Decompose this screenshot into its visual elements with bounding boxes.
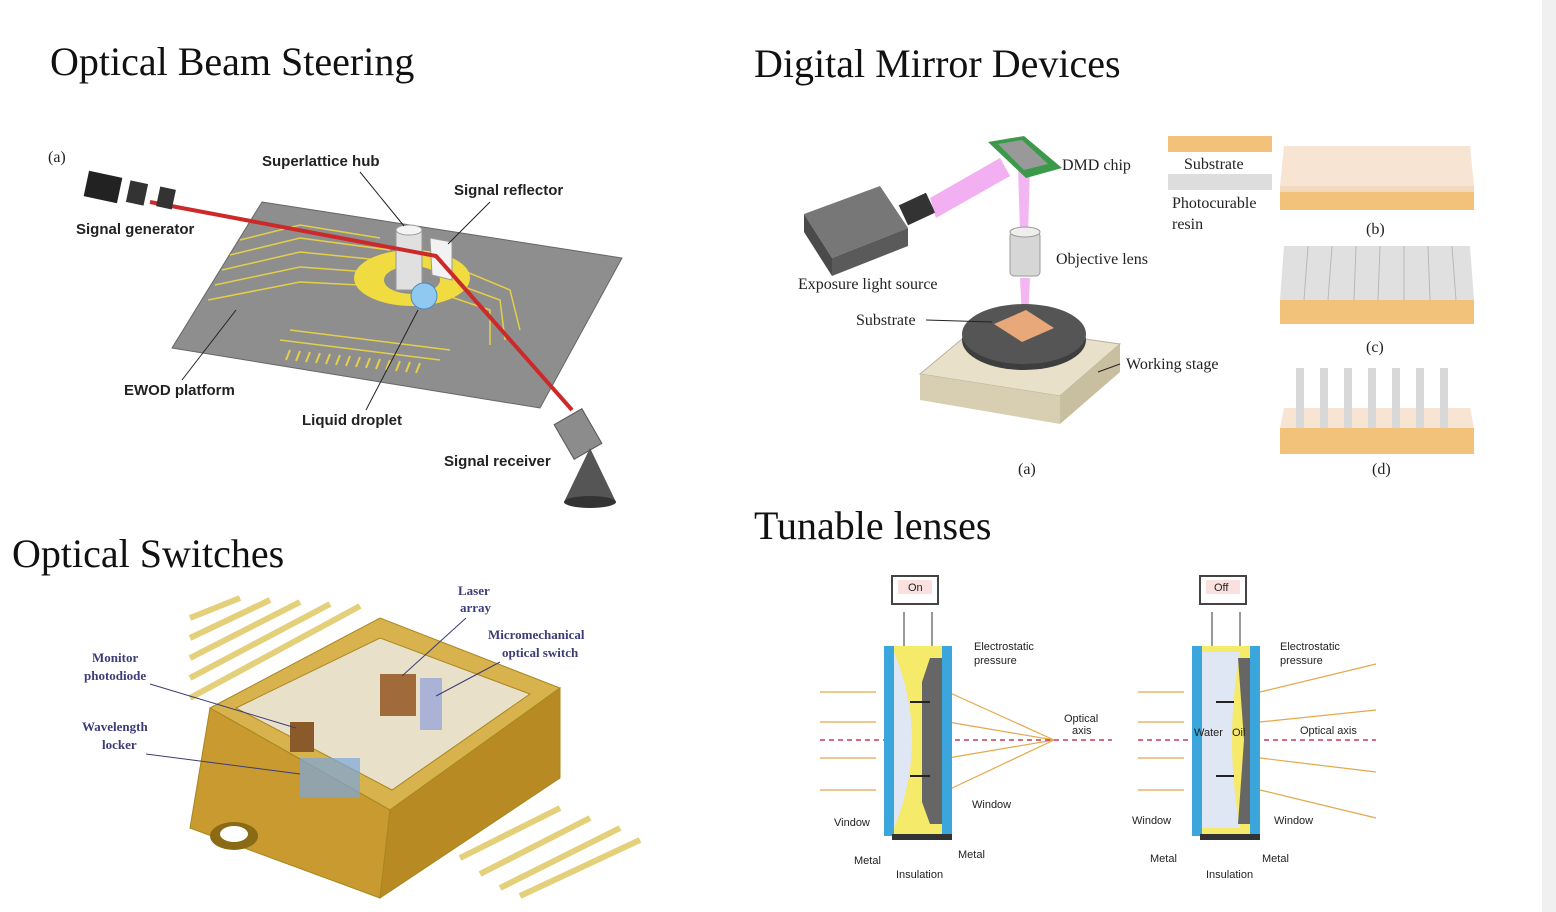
incident-rays-on [820, 691, 1055, 791]
panel-tag-a: (a) [48, 149, 66, 166]
on-insulation-label: Insulation [896, 869, 943, 881]
on-pressure-label: pressure [974, 655, 1017, 667]
on-metal-right-label: Metal [958, 849, 985, 861]
liquid-droplet-sphere [410, 282, 438, 310]
superlattice-hub-cylinder [395, 229, 423, 291]
optical-switches-title: Optical Switches [12, 531, 285, 576]
micromechanical-label: Micromechanical [488, 627, 585, 642]
signal-generator-device [83, 170, 176, 210]
on-window-right-label: Window [972, 799, 1011, 811]
working-stage [918, 304, 1122, 424]
on-state-label: On [908, 582, 923, 594]
off-metal-left-label: Metal [1150, 853, 1177, 865]
photocurable-legend-label: Photocurable [1172, 195, 1256, 212]
superlattice-hub-label: Superlattice hub [262, 153, 380, 170]
optical-switch-label: optical switch [502, 645, 579, 660]
tag-d: (d) [1372, 461, 1391, 478]
array-label: array [460, 600, 492, 615]
substrate-legend-swatch [1168, 136, 1272, 152]
wavelength-locker-component [300, 758, 360, 798]
off-water-label: Water [1194, 727, 1223, 739]
step-b-block [1280, 146, 1474, 210]
on-optical-label: Optical [1064, 713, 1098, 725]
wavelength-label: Wavelength [82, 719, 148, 734]
off-optical-axis-label: Optical axis [1300, 725, 1357, 737]
off-oil-label: Oil [1232, 727, 1245, 739]
signal-receiver-device [553, 407, 616, 508]
on-metal-left-label: Metal [854, 855, 881, 867]
substrate-label: Substrate [856, 312, 916, 329]
exposure-light-source-label: Exposure light source [798, 276, 938, 293]
incident-rays-off [1138, 663, 1377, 819]
step-d-block [1280, 368, 1474, 454]
objective-lens [1009, 231, 1041, 277]
signal-receiver-label: Signal receiver [444, 453, 551, 470]
tag-b: (b) [1366, 221, 1385, 238]
tunable-lenses-title: Tunable lenses [754, 503, 992, 548]
off-state-label: Off [1214, 582, 1229, 594]
working-stage-label: Working stage [1126, 356, 1218, 373]
tag-c: (c) [1366, 339, 1384, 356]
laser-beam [149, 200, 574, 412]
vertical-scrollbar[interactable] [1542, 0, 1556, 912]
on-electrostatic-label: Electrostatic [974, 641, 1034, 653]
off-window-left-label: Window [1132, 815, 1171, 827]
beam-steering-title: Optical Beam Steering [50, 39, 415, 84]
optical-switches-diagram: Laser array Micromechanical optical swit… [82, 583, 642, 900]
off-metal-right-label: Metal [1262, 853, 1289, 865]
monitor-photodiode-component [290, 722, 314, 752]
substrate-legend-label: Substrate [1184, 156, 1244, 173]
signal-generator-label: Signal generator [76, 221, 195, 238]
laser-label: Laser [458, 583, 490, 598]
beam-steering-diagram: (a) Superlattice hub Sign [48, 149, 623, 508]
digital-mirror-title: Digital Mirror Devices [754, 41, 1121, 86]
off-pressure-label: pressure [1280, 655, 1323, 667]
monitor-label: Monitor [92, 650, 138, 665]
substrate-sample [994, 310, 1054, 342]
dmd-chip-label: DMD chip [1062, 157, 1131, 174]
package-leads [188, 595, 642, 899]
off-electrostatic-label: Electrostatic [1280, 641, 1340, 653]
ewod-platform-label: EWOD platform [124, 382, 235, 399]
reflected-light-beam [1018, 168, 1030, 232]
photodiode-label: photodiode [84, 668, 146, 683]
objective-lens-label: Objective lens [1056, 251, 1148, 268]
signal-reflector-label: Signal reflector [454, 182, 563, 199]
resin-legend-label: resin [1172, 216, 1203, 233]
tunable-lenses-diagram: On Electrostatic pressure Optical axis V… [820, 575, 1377, 881]
locker-label: locker [102, 737, 137, 752]
incident-light-beam [930, 158, 1010, 218]
micromechanical-switch-component [420, 678, 442, 730]
laser-array-component [380, 674, 416, 716]
liquid-droplet-label: Liquid droplet [302, 412, 402, 429]
lens-on-panel: On Electrostatic pressure Optical axis V… [820, 575, 1112, 881]
panel-tag-a-dmd: (a) [1018, 461, 1036, 478]
resin-legend-swatch [1168, 174, 1272, 190]
on-axis-label: axis [1072, 725, 1092, 737]
off-insulation-label: Insulation [1206, 869, 1253, 881]
step-c-block [1280, 245, 1474, 324]
off-window-right-label: Window [1274, 815, 1313, 827]
exposure-light-source-device [804, 186, 936, 276]
digital-mirror-diagram: DMD chip Objective lens Exposure light s… [798, 136, 1474, 478]
on-window-left-label: Vindow [834, 817, 870, 829]
lens-off-panel: Off Electrostatic pressure Water Oil Opt… [1132, 575, 1377, 881]
electrode-pads [285, 349, 421, 374]
